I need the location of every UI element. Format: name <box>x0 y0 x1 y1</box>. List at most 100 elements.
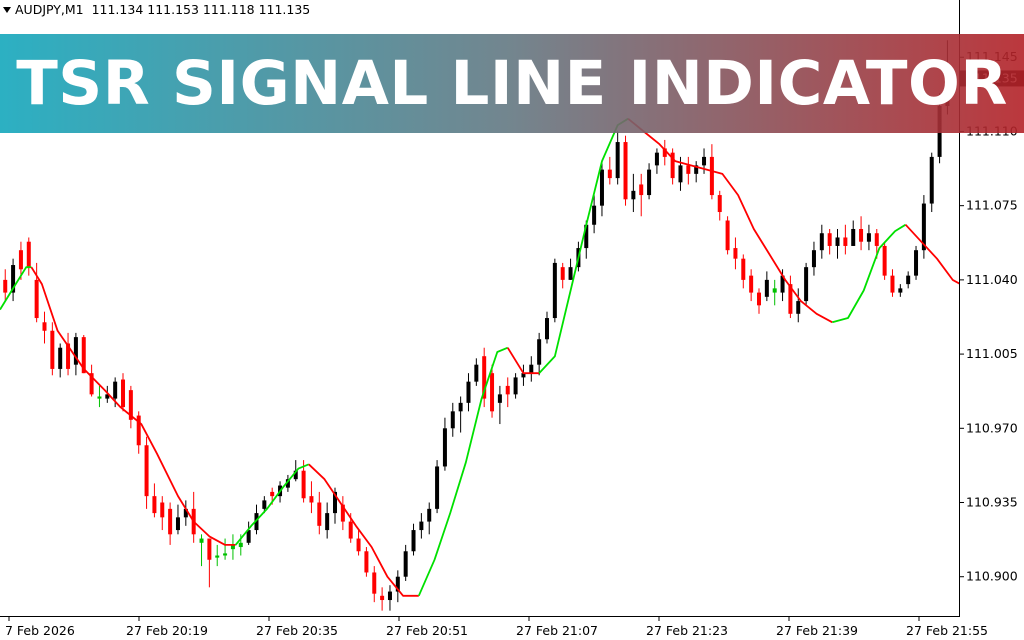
candle-body <box>647 169 652 196</box>
time-axis: 7 Feb 2026 27 Feb 20:19 27 Feb 20:35 27 Feb… <box>5 617 988 638</box>
candle-body <box>419 521 424 531</box>
candle-body <box>152 496 157 514</box>
signal-line-up <box>0 266 32 311</box>
candle-body <box>529 364 534 374</box>
candle-body <box>254 513 259 531</box>
ohlc-values: 111.134 111.153 111.118 111.135 <box>91 2 311 17</box>
candle-body <box>144 445 149 497</box>
candle-body <box>325 513 330 531</box>
candle-body <box>183 508 188 518</box>
candle-body <box>26 241 31 268</box>
candle-body <box>113 381 118 399</box>
candle-body <box>906 275 911 285</box>
price-tick-label: 111.075 <box>966 198 1018 213</box>
candle-body <box>709 156 714 196</box>
candle-body <box>121 379 126 408</box>
candle-body <box>270 491 275 497</box>
candle-body <box>537 339 542 365</box>
candle-body <box>631 190 636 200</box>
candle-body <box>395 576 400 592</box>
candle-body <box>3 279 8 293</box>
candle-body <box>285 479 290 488</box>
price-tick-label: 110.935 <box>966 495 1018 510</box>
candle-body <box>442 428 447 467</box>
candle-body <box>356 538 361 552</box>
signal-line-up <box>417 346 509 597</box>
candle-body <box>301 470 306 499</box>
candle-body <box>827 233 832 246</box>
candle-body <box>592 205 597 225</box>
price-tick-label: 110.900 <box>966 569 1018 584</box>
candle-body <box>387 591 392 601</box>
candle-body <box>678 165 683 183</box>
chevron-down-icon[interactable] <box>3 7 11 13</box>
candle-body <box>238 542 243 548</box>
candle-body <box>599 169 604 206</box>
candle-body <box>482 356 487 399</box>
candle-body <box>623 142 628 200</box>
candle-body <box>380 595 385 601</box>
price-tick-label: 110.970 <box>966 420 1018 435</box>
candle-body <box>223 553 228 556</box>
candle-body <box>914 250 919 276</box>
candle-body <box>505 385 510 395</box>
signal-line-up <box>234 463 310 546</box>
candle-body <box>764 279 769 297</box>
candle-body <box>58 347 63 369</box>
candle-body <box>474 364 479 382</box>
symbol-info-bar: AUDJPY,M1 111.134 111.153 111.118 111.13… <box>2 2 310 17</box>
candle-body <box>207 538 212 560</box>
candle-body <box>66 343 71 369</box>
candle-body <box>34 279 39 319</box>
candle-body <box>811 250 816 268</box>
candle-body <box>73 337 78 365</box>
candle-body <box>97 396 102 399</box>
candle-body <box>411 530 416 552</box>
candle-body <box>458 402 463 412</box>
time-tick-label: 27 Feb 21:07 <box>516 623 598 638</box>
candle-body <box>874 233 879 246</box>
candle-body <box>81 337 86 374</box>
candle-body <box>513 377 518 395</box>
candle-body <box>317 502 322 526</box>
candle-body <box>921 203 926 251</box>
candle-body <box>796 301 801 314</box>
candles-layer <box>3 40 950 611</box>
candle-body <box>749 275 754 293</box>
candle-body <box>788 284 793 314</box>
candle-body <box>702 156 707 166</box>
symbol-name: AUDJPY,M1 <box>15 2 84 17</box>
candle-body <box>568 267 573 280</box>
signal-line-down <box>506 347 540 375</box>
time-tick-label: 27 Feb 21:55 <box>906 623 988 638</box>
signal-line-up <box>832 223 907 324</box>
signal-line-up <box>538 117 629 374</box>
candle-body <box>607 169 612 179</box>
signal-line-down <box>904 224 969 290</box>
candle-body <box>466 381 471 403</box>
candle-body <box>756 292 761 306</box>
candle-body <box>654 152 659 166</box>
candle-body <box>670 152 675 179</box>
candle-body <box>694 165 699 174</box>
candle-body <box>215 555 220 558</box>
candle-body <box>309 496 314 503</box>
candle-body <box>490 373 495 412</box>
signal-line-down <box>30 266 236 546</box>
candle-body <box>230 544 235 550</box>
candle-body <box>804 267 809 302</box>
candle-body <box>50 330 55 369</box>
price-tick-label: 111.005 <box>966 346 1018 361</box>
candle-body <box>686 165 691 174</box>
candle-body <box>199 538 204 543</box>
candle-body <box>584 224 589 249</box>
candle-body <box>615 142 620 179</box>
candle-body <box>246 530 251 543</box>
candle-body <box>175 517 180 531</box>
banner-title: TSR SIGNAL LINE INDICATOR <box>16 48 1008 119</box>
candle-body <box>725 220 730 251</box>
candle-body <box>262 500 267 509</box>
candle-body <box>898 288 903 293</box>
candle-body <box>340 504 345 522</box>
candle-body <box>851 228 856 246</box>
